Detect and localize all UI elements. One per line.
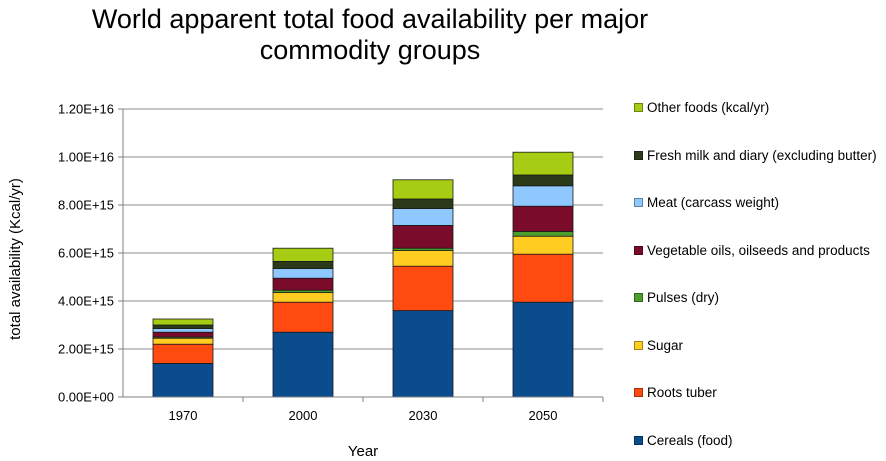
y-tick-label: 2.00E+15	[58, 342, 114, 357]
legend-label: Other foods (kcal/yr)	[647, 100, 770, 115]
legend-label: Roots tuber	[647, 385, 717, 400]
bar-segment-2050-3	[512, 230, 574, 237]
legend-swatch	[634, 293, 643, 302]
x-tick-labels: 1970 2000 2030 2050	[169, 397, 604, 423]
legend-swatch	[634, 435, 643, 445]
y-tick-label: 8.00E+15	[58, 198, 114, 213]
bar-segment-2000-2	[272, 292, 334, 303]
bar-segment-2050-5	[512, 185, 574, 207]
bar-segment-2030-5	[392, 208, 454, 226]
y-tick-label: 6.00E+15	[58, 246, 114, 261]
legend-item: Other foods (kcal/yr)	[634, 100, 879, 115]
bar-segment-2000-1	[272, 301, 334, 333]
bar-segment-1970-5	[152, 328, 214, 333]
bar-segment-2000-0	[272, 331, 334, 398]
x-axis-title: Year	[348, 443, 378, 460]
legend-swatch	[634, 150, 643, 160]
legend-item: Sugar	[634, 338, 879, 353]
bar-segment-2050-4	[512, 205, 574, 232]
legend-swatch	[634, 198, 643, 207]
bar-segment-2030-4	[392, 224, 454, 249]
x-tick-label: 2050	[529, 408, 558, 423]
bar-segment-1970-0	[152, 362, 214, 398]
legend-label: Fresh milk and diary (excluding butter)	[647, 147, 877, 163]
x-tick-label: 2030	[409, 408, 438, 423]
legend-item: Fresh milk and diary (excluding butter)	[634, 148, 879, 163]
legend-label: Meat (carcass weight)	[647, 195, 780, 210]
bar-segment-2030-0	[392, 310, 454, 398]
bar-segment-2050-7	[512, 151, 574, 176]
bar-segment-2050-1	[512, 253, 574, 303]
bar-stack-2050	[512, 151, 574, 398]
legend-label: Cereals (food)	[647, 432, 733, 448]
y-tick-label: 0.00E+00	[58, 390, 114, 405]
legend-swatch	[634, 388, 643, 397]
y-tick-label: 4.00E+15	[58, 294, 114, 309]
legend-item: Meat (carcass weight)	[634, 195, 879, 210]
bar-segment-1970-1	[152, 343, 214, 364]
bar-stack-2000	[272, 247, 334, 398]
y-tick-label: 1.20E+16	[58, 102, 114, 117]
bar-segment-2030-6	[392, 198, 454, 209]
y-tick-labels: 0.00E+00 2.00E+15 4.00E+15 6.00E+15 8.00E+15…	[58, 102, 123, 405]
legend-swatch	[634, 340, 643, 350]
bar-segment-2000-5	[272, 268, 334, 279]
bar-segment-2030-2	[392, 250, 454, 267]
bar-segment-1970-6	[152, 324, 214, 329]
bar-segment-2000-7	[272, 247, 334, 262]
y-axis-title: total availability (Kcal/yr)	[7, 178, 24, 340]
bar-segment-2030-7	[392, 179, 454, 200]
x-tick-label: 1970	[169, 408, 198, 423]
x-tick-label: 2000	[289, 408, 318, 423]
bar-segment-1970-7	[152, 318, 214, 326]
legend-swatch	[634, 103, 643, 112]
chart-legend: Other foods (kcal/yr) Fresh milk and diar…	[634, 0, 886, 461]
bar-segment-2050-0	[512, 301, 574, 398]
bar-segment-1970-2	[152, 337, 214, 345]
bar-segment-2000-4	[272, 277, 334, 291]
bar-segment-2050-6	[512, 174, 574, 187]
bar-stack-2030	[392, 179, 454, 398]
bar-stack-1970	[152, 318, 214, 398]
bar-stacks	[152, 151, 574, 398]
legend-swatch	[634, 245, 643, 255]
legend-item: Pulses (dry)	[634, 290, 879, 305]
bar-segment-1970-4	[152, 331, 214, 338]
bar-segment-2000-6	[272, 260, 334, 269]
chart-title: World apparent total food availability p…	[91, 4, 649, 65]
legend-item: Cereals (food)	[634, 433, 879, 448]
y-tick-label: 1.00E+16	[58, 150, 114, 165]
legend-label: Sugar	[647, 337, 684, 353]
bar-segment-2050-2	[512, 235, 574, 255]
legend-item: Vegetable oils, oilseeds and products	[634, 243, 879, 258]
legend-label: Pulses (dry)	[647, 290, 720, 305]
legend-item: Roots tuber	[634, 385, 879, 400]
legend-label: Vegetable oils, oilseeds and products	[647, 242, 870, 258]
bar-segment-2030-1	[392, 265, 454, 312]
